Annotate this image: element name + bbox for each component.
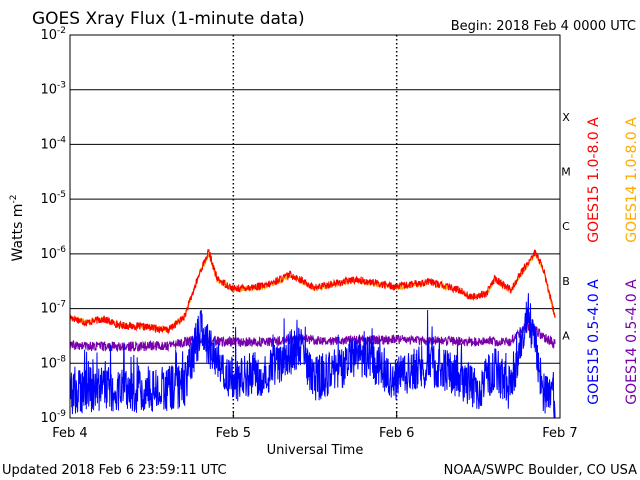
- y-tick-label: 10-9: [40, 409, 66, 426]
- legend-entry: GOES14 1.0-8.0 A: [624, 117, 640, 243]
- updated-text: Updated 2018 Feb 6 23:59:11 UTC: [2, 463, 227, 478]
- y-tick-label: 10-4: [40, 135, 66, 152]
- flare-class-label: B: [562, 275, 570, 288]
- y-tick-label: 10-5: [40, 190, 66, 207]
- flare-class-label: C: [562, 220, 570, 233]
- series-line: [69, 248, 556, 335]
- flare-class-label: M: [561, 166, 571, 179]
- y-tick-label: 10-6: [40, 245, 66, 262]
- y-tick-label: 10-3: [40, 81, 66, 98]
- y-tick-label: 10-2: [40, 26, 66, 43]
- y-tick-label: 10-8: [40, 354, 66, 371]
- series-line: [69, 252, 556, 333]
- legend: GOES15 1.0-8.0 A GOES14 1.0-8.0 A GOES15 0…: [586, 117, 640, 405]
- y-tick-label: 10-7: [40, 300, 66, 317]
- legend-entry: GOES15 1.0-8.0 A: [586, 117, 602, 243]
- plot-frame: [69, 34, 561, 419]
- x-axis-label: Universal Time: [267, 443, 364, 458]
- series-layer: [69, 248, 556, 419]
- x-tick-label: Feb 7: [542, 426, 577, 441]
- legend-entry: GOES14 0.5-4.0 A: [624, 279, 640, 405]
- y-tick-labels: 10-9 10-8 10-7 10-6 10-5 10-4 10-3 10-2: [40, 26, 66, 426]
- flare-class-labels: X M C B A: [561, 111, 571, 343]
- series-line: [69, 319, 556, 352]
- legend-entry: GOES15 0.5-4.0 A: [586, 279, 602, 405]
- chart-title: GOES Xray Flux (1-minute data): [32, 9, 305, 29]
- flare-class-label: X: [562, 111, 570, 124]
- x-tick-label: Feb 5: [216, 426, 251, 441]
- y-axis-label-sup: -2: [9, 195, 19, 204]
- y-axis-label-text: Watts m: [10, 204, 26, 262]
- y-axis-label: Watts m-2: [9, 195, 26, 262]
- x-tick-label: Feb 6: [379, 426, 414, 441]
- x-tick-label: Feb 4: [52, 426, 87, 441]
- flare-class-label: A: [562, 330, 570, 343]
- begin-label: Begin: 2018 Feb 4 0000 UTC: [451, 19, 636, 34]
- grid: [70, 35, 561, 418]
- x-tick-labels: Feb 4 Feb 5 Feb 6 Feb 7: [52, 426, 577, 441]
- source-text: NOAA/SWPC Boulder, CO USA: [444, 463, 637, 478]
- series-line: [69, 293, 556, 419]
